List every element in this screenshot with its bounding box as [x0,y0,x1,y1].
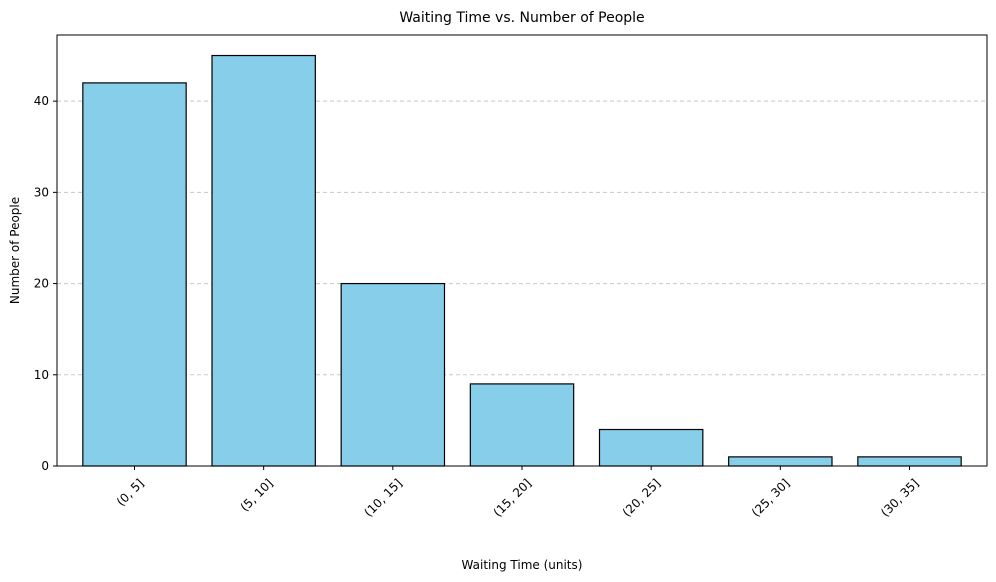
bar [82,82,187,467]
bar [598,428,704,467]
y-tick-label: 30 [34,185,49,199]
y-axis-ticks: 0 10 20 30 40 [34,94,57,473]
bar [469,383,575,467]
x-tick-label: (0, 5] [114,476,147,509]
x-tick-label: (30, 35] [878,476,922,520]
y-axis-label: Number of People [8,197,22,304]
x-axis-label: Waiting Time (units) [462,558,583,572]
y-tick-label: 0 [41,459,49,473]
bar [728,456,833,467]
chart-title: Waiting Time vs. Number of People [399,10,644,26]
bar [211,54,316,467]
x-tick-label: (5, 10] [238,476,276,514]
y-tick-label: 10 [34,368,49,382]
y-tick-label: 20 [34,277,49,291]
x-tick-label: (25, 30] [749,476,793,520]
x-tick-label: (15, 20] [491,476,535,520]
bar [857,456,962,467]
x-axis-ticks: (0, 5] (5, 10] (10, 15] (15, 20] (20, 25] (25… [114,466,922,520]
y-tick-label: 40 [34,94,49,108]
x-tick-label: (10, 15] [361,476,405,520]
bars [82,54,962,467]
bar [340,282,446,467]
x-tick-label: (20, 25] [620,476,664,520]
